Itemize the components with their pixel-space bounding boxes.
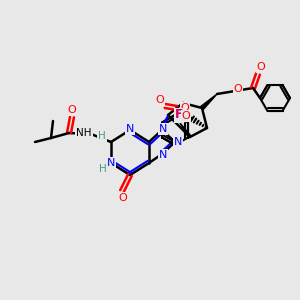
Polygon shape: [180, 123, 191, 138]
Text: NH: NH: [76, 128, 92, 138]
Text: O: O: [181, 103, 189, 113]
Text: O: O: [182, 111, 190, 121]
Text: F: F: [175, 109, 183, 122]
Text: O: O: [234, 84, 242, 94]
Text: N: N: [126, 124, 134, 134]
Text: O: O: [68, 105, 76, 115]
Text: O: O: [118, 193, 127, 203]
Text: O: O: [256, 62, 266, 72]
Text: O: O: [156, 95, 164, 105]
Text: N: N: [159, 150, 167, 160]
Text: H: H: [99, 164, 107, 174]
Text: H: H: [98, 131, 106, 141]
Text: N: N: [159, 124, 167, 134]
Polygon shape: [201, 94, 217, 110]
Text: N: N: [107, 158, 115, 168]
Polygon shape: [160, 115, 168, 131]
Text: N: N: [174, 137, 182, 147]
